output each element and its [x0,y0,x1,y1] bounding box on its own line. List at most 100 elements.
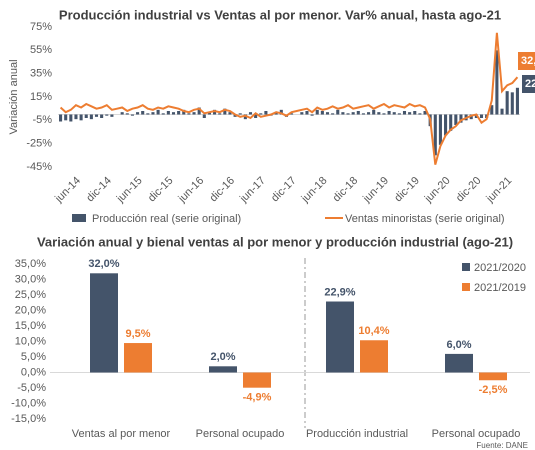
y-tick-label: 5,0% [21,351,46,363]
bar [74,114,78,120]
bar [367,112,371,115]
bar [141,111,145,115]
bar [449,114,453,131]
end-label: 32,0% [521,55,535,67]
bar [84,114,88,118]
bar [372,109,376,115]
y-tick-label: 15,0% [15,320,46,332]
end-label-box [518,52,535,70]
bar [166,111,170,115]
bar [124,343,152,373]
bar [418,113,422,115]
x-tick-label: dic-16 [207,175,237,205]
bar [171,112,176,115]
bar [233,114,237,117]
bar [433,114,437,156]
bar [243,114,247,120]
bar [197,107,201,115]
bar [445,353,473,373]
bar [469,114,473,120]
y-tick-label: 20,0% [15,304,46,316]
bar [361,113,365,115]
x-tick-label: dic-19 [392,175,422,205]
y-axis-label: Variación anual [8,59,20,134]
x-tick-label: jun-18 [299,175,330,206]
y-tick-label: -45% [26,161,52,173]
bar [264,111,268,115]
x-tick-label: dic-18 [331,175,361,205]
bar [89,114,93,120]
source: Fuente: DANE [476,441,528,450]
x-tick-label: jun-21 [484,175,515,206]
bar [397,113,401,115]
bar [387,111,391,115]
bar [69,114,73,122]
bar [438,114,442,145]
bar [392,112,396,115]
bar [331,113,335,115]
bar [382,113,386,115]
bar [325,112,330,115]
bar [279,109,283,115]
x-tick-label: jun-20 [422,175,453,206]
bar [479,372,507,381]
value-label: -2,5% [479,384,508,396]
bar [402,111,407,115]
x-tick-label: jun-17 [237,175,268,206]
bar [202,114,206,118]
bar [444,114,448,136]
x-tick-label: Personal ocupado [432,428,521,440]
bar [213,109,217,115]
x-tick-label: jun-14 [52,175,83,206]
chart-title: Producción industrial vs Ventas al por m… [59,7,501,22]
bar [356,111,360,115]
bar [228,112,232,115]
bar [136,112,140,115]
bar [218,113,222,115]
line [59,32,519,165]
bar [243,372,271,388]
legend-swatch [462,263,470,271]
bar [207,112,211,115]
bar [120,112,124,115]
value-label: 10,4% [358,325,389,337]
y-tick-label: 15% [30,91,52,103]
bar [192,112,196,115]
bar [187,113,191,115]
y-tick-label: 30,0% [15,273,46,285]
y-tick-label: 75% [30,21,52,33]
legend-label: Ventas minoristas (serie original) [345,213,505,225]
y-tick-label: 35% [30,68,52,80]
y-tick-label: -15,0% [11,413,46,425]
x-tick-label: jun-15 [114,175,145,206]
bar [254,114,258,118]
bar [300,112,304,115]
legend-label: 2021/2020 [474,262,526,274]
y-tick-label: -25% [26,138,52,150]
x-tick-label: dic-20 [454,175,484,205]
bar [360,340,388,373]
bar [505,91,509,115]
bar [223,108,227,115]
legend-swatch [462,283,470,291]
bar [100,114,104,118]
bar [238,113,242,115]
bar [408,112,412,115]
x-tick-label: jun-19 [360,175,391,206]
y-tick-label: -10,0% [11,397,46,409]
bar [259,113,263,115]
bar [413,111,417,115]
x-tick-label: Producción industrial [306,428,408,440]
bar [130,114,134,116]
end-label: 22,9% [525,78,535,90]
bar [64,114,68,121]
bar [423,111,427,115]
y-tick-label: 0,0% [21,366,46,378]
chart-title: Variación anual y bienal ventas al por m… [37,234,513,249]
bar [79,114,83,121]
legend-label: 2021/2019 [474,282,526,294]
x-tick-label: dic-17 [269,175,299,205]
bar [490,105,494,115]
end-label-box [522,75,535,93]
